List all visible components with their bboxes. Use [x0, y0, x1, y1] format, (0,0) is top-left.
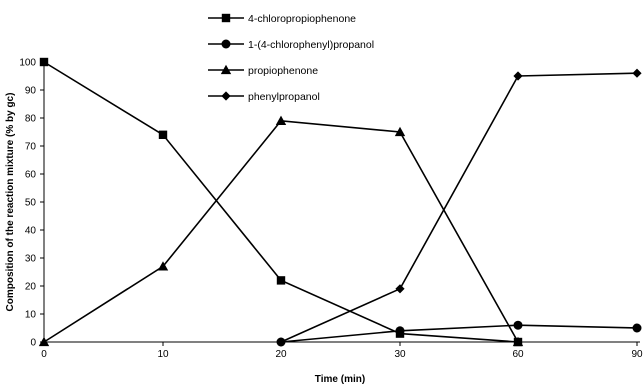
axes — [43, 62, 640, 343]
y-tick-label: 80 — [25, 114, 37, 125]
legend-marker-circle — [221, 39, 231, 49]
data-point-diamond — [513, 71, 523, 81]
legend-item: phenylpropanol — [208, 91, 320, 103]
series-diamond — [276, 68, 642, 347]
y-tick-label: 0 — [30, 338, 36, 349]
series-circle — [276, 320, 642, 347]
y-tick-label: 50 — [25, 198, 37, 209]
data-point-diamond — [276, 337, 286, 347]
series-line — [280, 324, 638, 343]
y-tick-label: 40 — [25, 226, 37, 237]
x-tick-label: 20 — [275, 349, 287, 360]
legend-label: 4-chloropropiophenone — [248, 13, 356, 25]
y-tick-label: 60 — [25, 170, 37, 181]
series-layer — [38, 57, 642, 347]
data-point-triangle — [157, 261, 169, 271]
x-tick-group: 0 10 20 30 60 90 — [41, 342, 643, 360]
data-point-diamond — [632, 68, 642, 78]
data-point-square — [158, 130, 168, 139]
y-tick-label: 90 — [25, 86, 37, 97]
x-tick-label: 60 — [512, 349, 524, 360]
data-point-circle — [632, 323, 642, 333]
data-point-triangle — [38, 336, 50, 347]
x-tick-label: 30 — [394, 349, 406, 360]
x-tick-label: 10 — [157, 349, 169, 360]
data-point-triangle — [275, 115, 287, 125]
series-line — [43, 61, 519, 343]
x-tick-label: 90 — [631, 349, 643, 360]
data-point-diamond — [395, 284, 405, 294]
legend: 4-chloropropiophenone 1-(4-chlorophenyl)p… — [208, 13, 374, 103]
data-point-triangle — [394, 126, 406, 137]
x-axis-title: Time (min) — [315, 374, 365, 385]
legend-item: propiophenone — [208, 64, 318, 77]
legend-label: phenylpropanol — [248, 91, 320, 103]
y-tick-label: 20 — [25, 282, 37, 293]
legend-marker-diamond — [221, 91, 231, 101]
data-point-circle — [513, 320, 523, 330]
legend-marker-square — [221, 13, 231, 23]
y-tick-label: 70 — [25, 142, 37, 153]
legend-item: 1-(4-chlorophenyl)propanol — [208, 39, 374, 51]
y-tick-group: 0 10 20 30 40 50 60 70 80 90 100 — [19, 58, 44, 349]
y-tick-label: 30 — [25, 254, 37, 265]
series-line — [280, 72, 638, 343]
series-line — [43, 119, 519, 343]
legend-marker-triangle — [220, 64, 232, 75]
x-tick-label: 0 — [41, 349, 47, 360]
legend-item: 4-chloropropiophenone — [208, 13, 356, 25]
y-axis-title: Composition of the reaction mixture (% b… — [5, 93, 16, 312]
data-point-square — [276, 276, 286, 285]
series-triangle — [38, 115, 524, 347]
data-point-square — [39, 57, 49, 67]
data-point-triangle — [512, 336, 524, 347]
y-tick-label: 10 — [25, 310, 37, 321]
y-tick-label: 100 — [19, 58, 36, 69]
legend-label: 1-(4-chlorophenyl)propanol — [248, 39, 374, 51]
legend-label: propiophenone — [248, 65, 318, 77]
data-point-circle — [395, 326, 405, 336]
